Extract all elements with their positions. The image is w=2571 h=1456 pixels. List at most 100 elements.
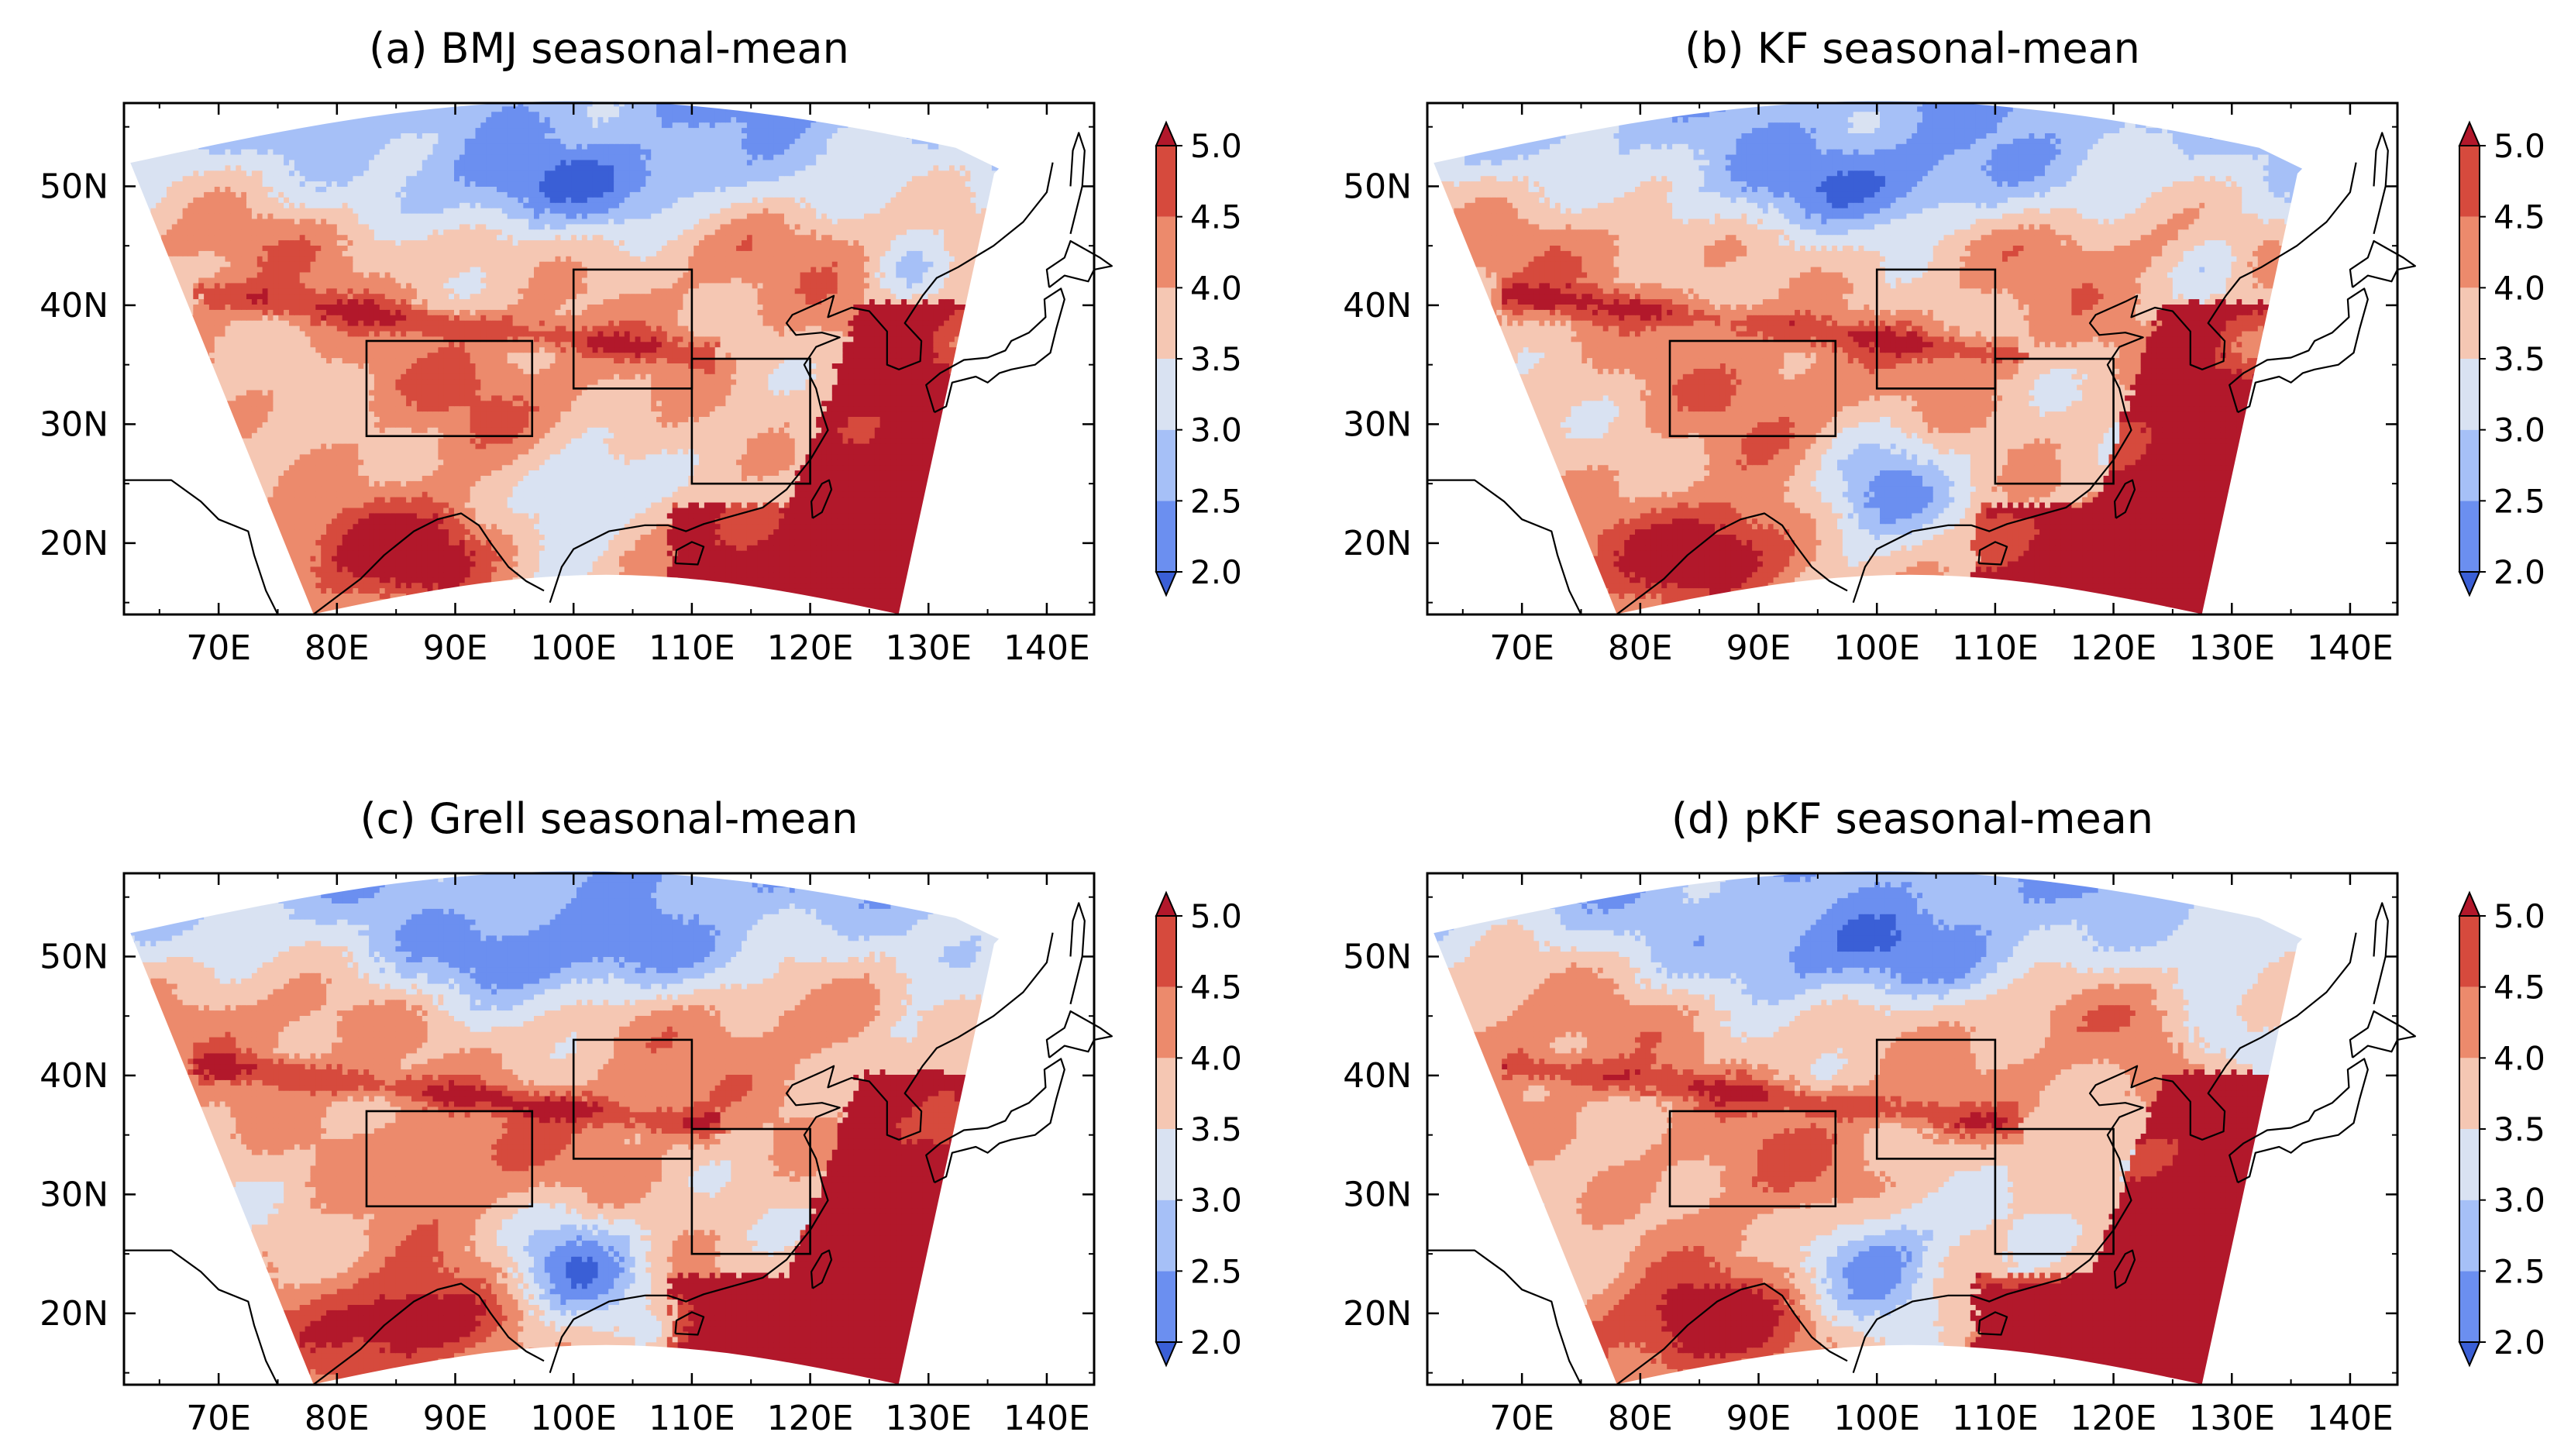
field-cell [411,556,418,562]
field-cell [508,475,514,481]
field-cell [374,604,380,610]
field-cell [763,539,769,546]
field-cell [300,572,306,578]
field-cell [843,556,849,562]
field-cell [315,513,322,519]
field-cell [1029,534,1035,540]
field-cell [204,583,210,589]
field-cell [1040,508,1046,514]
field-cell [443,502,449,508]
field-cell [630,513,636,519]
field-cell [603,593,609,599]
field-cell [268,465,274,471]
field-cell [443,480,449,487]
field-cell [725,550,731,556]
field-cell [401,465,407,471]
field-cell [1013,534,1019,540]
field-cell [528,513,535,519]
field-cell [853,497,859,503]
field-cell [667,572,673,578]
field-cell [129,566,136,573]
field-cell [699,491,705,497]
field-cell [534,593,540,599]
field-cell [241,465,247,471]
field-cell [369,470,375,477]
field-cell [129,556,136,562]
field-cell [742,475,748,481]
field-cell [1072,508,1078,514]
field-cell [731,470,737,477]
field-cell [459,577,466,583]
field-cell [1077,598,1083,604]
field-cell [992,604,998,610]
field-cell [459,598,466,604]
field-cell [161,497,167,503]
field-cell [933,508,939,514]
field-cell [273,593,279,599]
field-cell [358,561,364,567]
field-cell [1055,577,1062,583]
field-cell [838,508,844,514]
field-cell [380,545,386,551]
field-cell [710,572,716,578]
field-cell [539,561,546,567]
field-cell [928,545,934,551]
field-cell [880,470,886,477]
field-cell [656,598,663,604]
field-cell [667,518,673,525]
field-cell [608,598,614,604]
field-cell [938,577,945,583]
field-cell [566,513,572,519]
field-cell [263,545,269,551]
field-cell [981,513,987,519]
field-cell [502,593,508,599]
field-cell [391,524,397,530]
field-cell [209,475,215,481]
field-cell [497,518,503,525]
field-cell [167,518,173,525]
field-cell [688,534,694,540]
field-cell [252,497,258,503]
field-cell [784,604,790,610]
field-cell [167,556,173,562]
field-cell [790,550,796,556]
field-cell [838,470,844,477]
field-cell [1072,577,1078,583]
field-cell [326,593,332,599]
field-cell [443,491,449,497]
field-cell [545,583,551,589]
field-cell [1088,556,1094,562]
field-cell [140,486,146,492]
field-cell [348,524,354,530]
field-cell [928,502,934,508]
field-cell [502,470,508,477]
field-cell [545,470,551,477]
field-cell [177,556,184,562]
field-cell [236,491,242,497]
field-cell [603,502,609,508]
field-cell [1013,518,1019,525]
field-cell [534,572,540,578]
field-cell [273,598,279,604]
field-cell [843,524,849,530]
field-cell [1040,518,1046,525]
field-cell [880,604,886,610]
field-cell [795,550,801,556]
field-cell [593,572,599,578]
field-cell [183,513,189,519]
field-cell [401,524,407,530]
field-cell [635,529,642,535]
field-cell [907,593,913,599]
field-cell [811,583,817,589]
field-cell [337,524,343,530]
field-cell [311,561,317,567]
field-cell [1066,556,1072,562]
field-cell [896,588,902,594]
field-cell [673,572,679,578]
field-cell [625,508,631,514]
field-cell [763,497,769,503]
field-cell [832,572,838,578]
field-cell [161,486,167,492]
field-cell [289,545,295,551]
field-cell [236,508,242,514]
